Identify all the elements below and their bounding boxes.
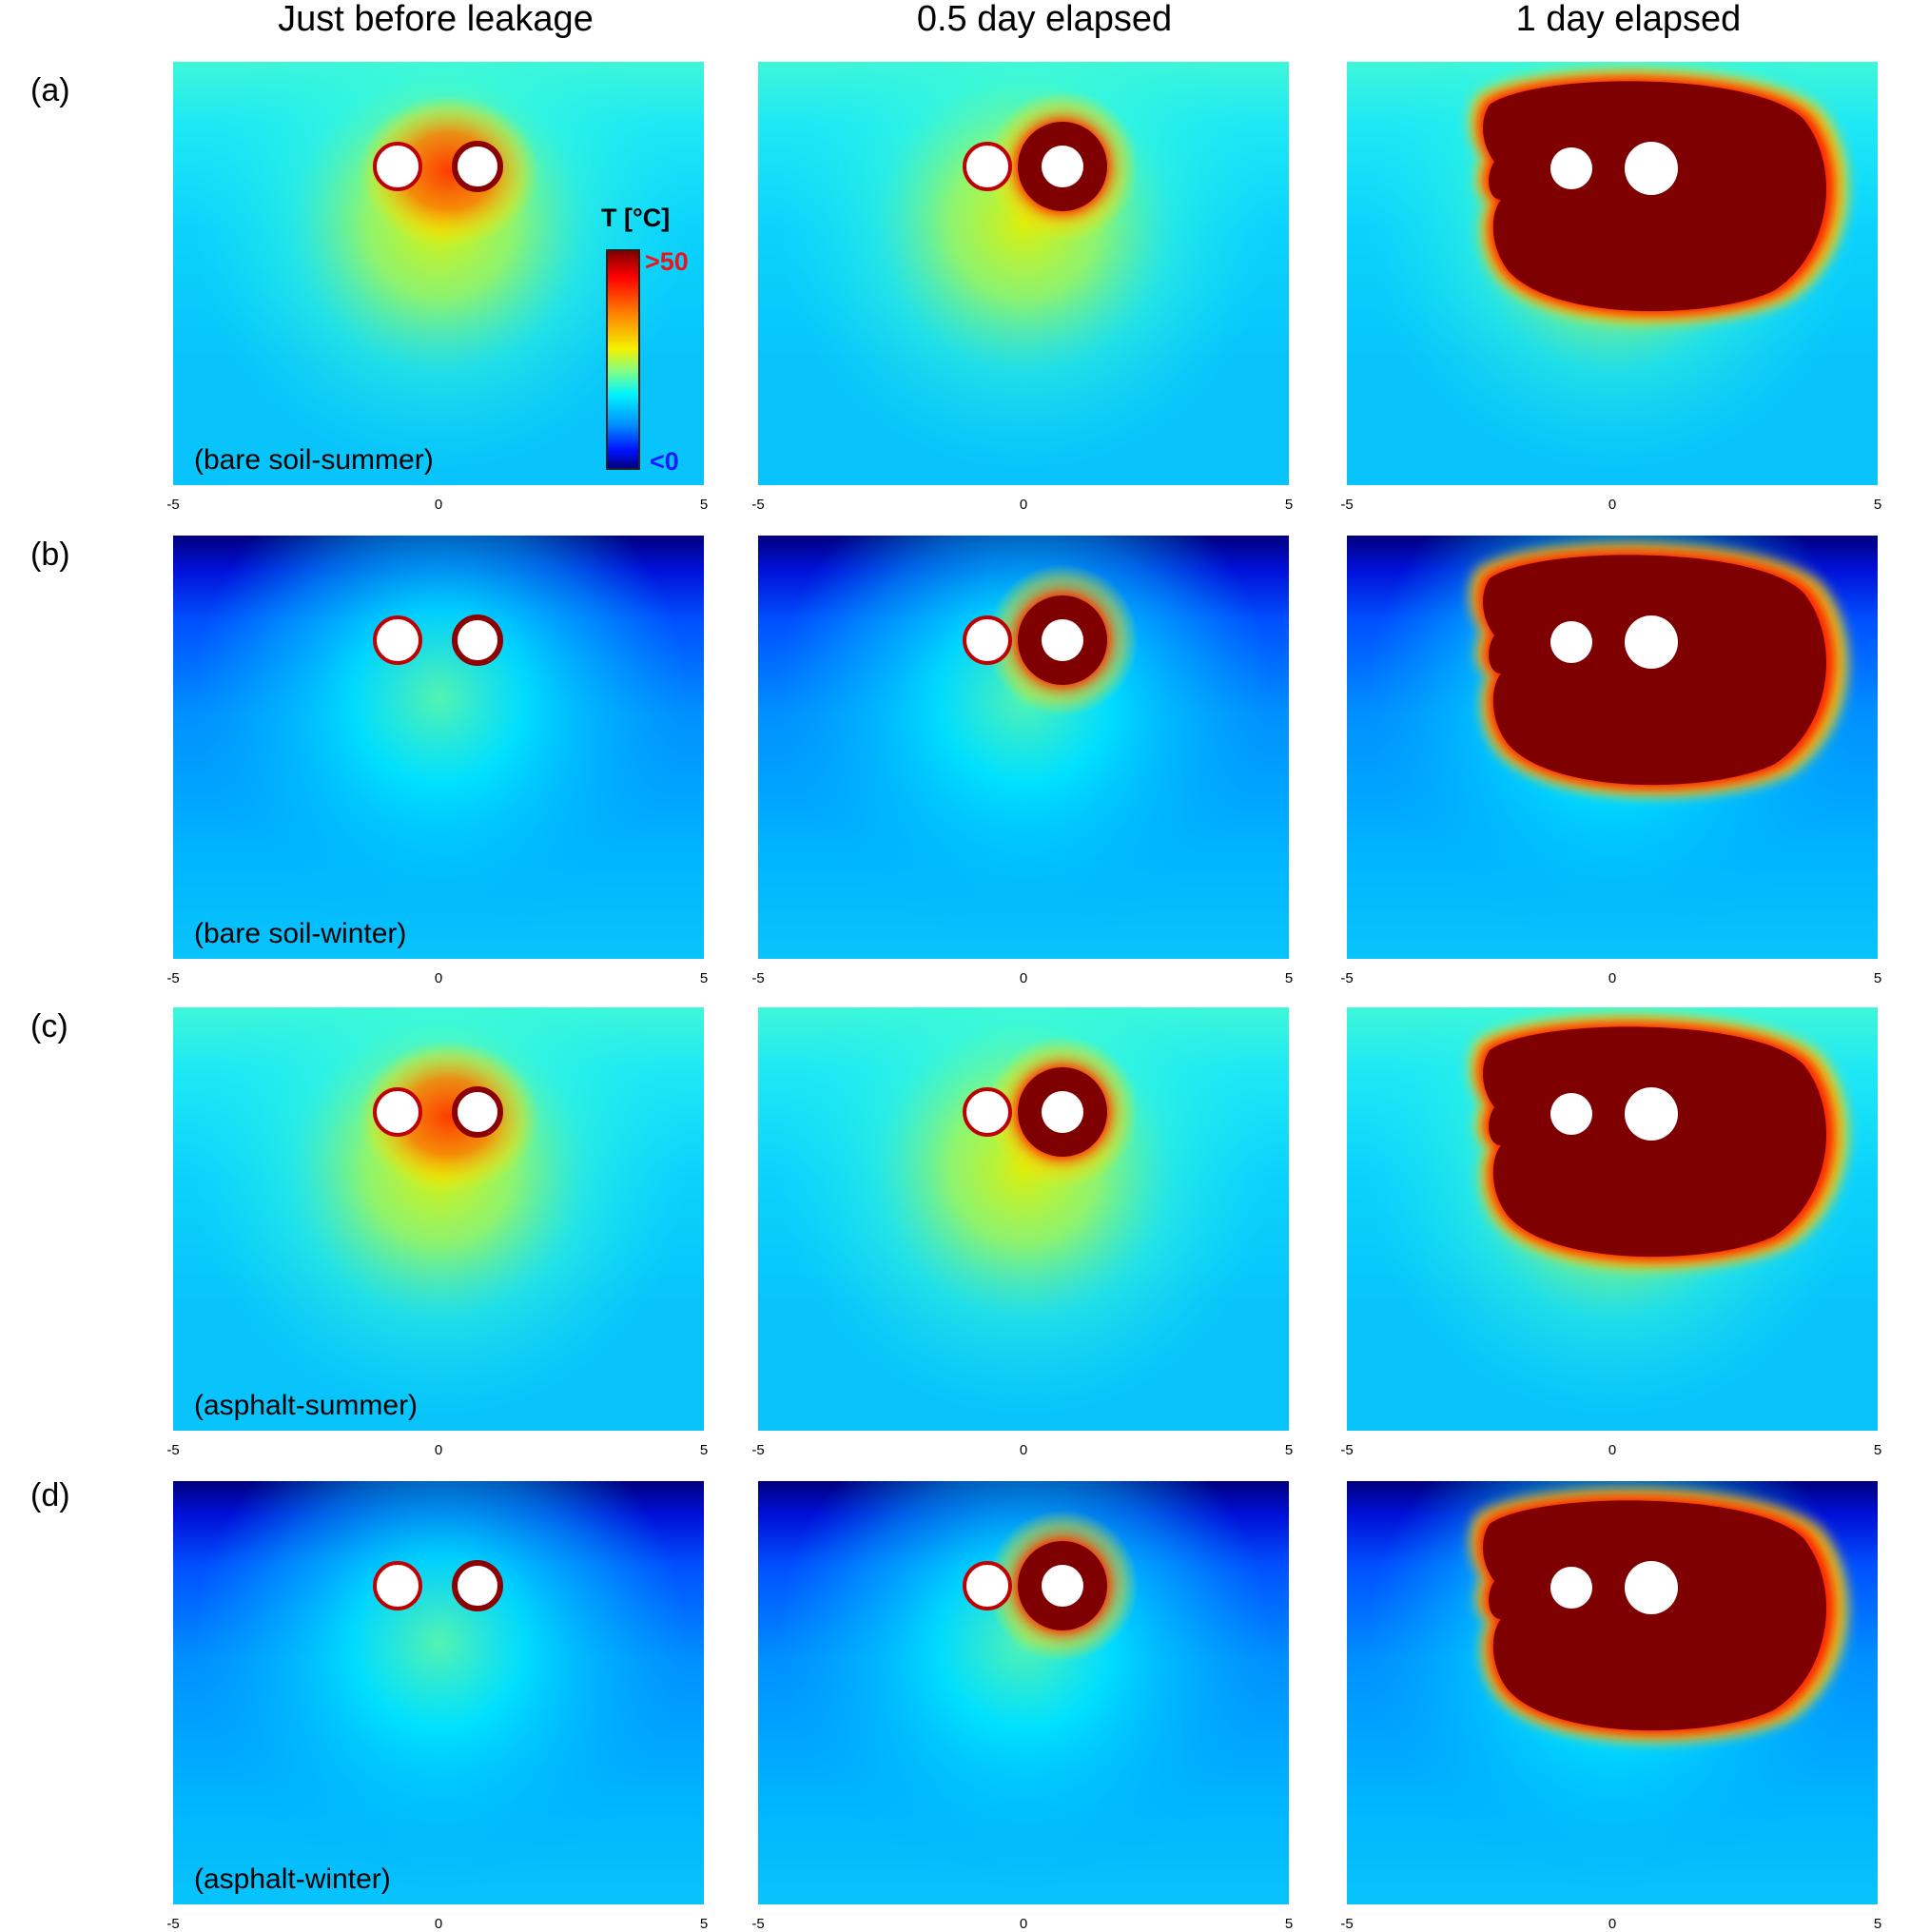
x-tick-label: 5 — [1873, 970, 1882, 986]
case-label: (asphalt-summer) — [194, 1390, 419, 1421]
row-label-b: (b) — [30, 537, 70, 573]
x-tick-label: 5 — [699, 970, 709, 986]
pipe-marker — [1042, 1091, 1083, 1133]
x-tick-label: 5 — [1284, 1916, 1294, 1932]
x-tick-label: 0 — [1019, 497, 1028, 513]
hot-plume — [1483, 1500, 1826, 1731]
x-tick-label: 5 — [1284, 497, 1294, 513]
x-tick-label: 0 — [1019, 1916, 1028, 1932]
pipe-marker — [1625, 142, 1678, 195]
pipe-marker — [373, 615, 422, 665]
x-tick-label: 0 — [1608, 1442, 1617, 1458]
heatmap-panel — [758, 62, 1289, 485]
x-tick-label: -5 — [1340, 970, 1354, 986]
heatmap-panel: (asphalt-winter) — [173, 1481, 704, 1904]
pipe-marker — [1625, 1087, 1678, 1141]
colorbar-max-label: >50 — [645, 247, 689, 276]
case-label: (bare soil-winter) — [194, 918, 407, 949]
x-tick-label: 5 — [699, 1442, 709, 1458]
heatmap-panel: (bare soil-winter) — [173, 536, 704, 959]
pipe-marker — [1550, 621, 1592, 663]
row-label-c: (c) — [30, 1008, 68, 1044]
case-label: (bare soil-summer) — [194, 444, 434, 476]
pipe-marker — [1625, 1561, 1678, 1614]
pipe-marker — [373, 1561, 422, 1610]
row-label-d: (d) — [30, 1477, 70, 1513]
x-tick-label: 0 — [1608, 970, 1617, 986]
x-tick-label: 5 — [699, 497, 709, 513]
x-tick-label: 0 — [434, 1916, 443, 1932]
pipe-marker — [452, 1560, 503, 1611]
pipe-marker — [963, 1561, 1012, 1610]
x-tick-label: 5 — [1284, 1442, 1294, 1458]
pipe-marker — [1042, 1565, 1083, 1607]
column-title-before-leakage: Just before leakage — [278, 0, 594, 39]
x-tick-label: 0 — [1019, 1442, 1028, 1458]
x-tick-label: -5 — [166, 1916, 180, 1932]
heatmap-panel — [1347, 1481, 1878, 1904]
x-tick-label: 5 — [699, 1916, 709, 1932]
x-tick-label: -5 — [166, 970, 180, 986]
x-tick-label: -5 — [166, 497, 180, 513]
x-tick-label: 5 — [1284, 970, 1294, 986]
column-title-one-day: 1 day elapsed — [1515, 0, 1742, 39]
x-tick-label: 0 — [434, 497, 443, 513]
x-tick-label: 0 — [1019, 970, 1028, 986]
hot-plume — [1483, 1026, 1826, 1258]
x-tick-label: -5 — [1340, 1916, 1354, 1932]
heatmap-panel — [1347, 62, 1878, 485]
heatmap-panel — [758, 1007, 1289, 1431]
x-tick-label: 0 — [1608, 1916, 1617, 1932]
x-tick-label: 5 — [1873, 497, 1882, 513]
pipe-marker — [452, 141, 503, 192]
pipe-marker — [1550, 1567, 1592, 1609]
x-tick-label: 5 — [1873, 1442, 1882, 1458]
x-tick-label: 0 — [434, 1442, 443, 1458]
hot-plume — [1483, 81, 1826, 312]
pipe-marker — [963, 615, 1012, 665]
heatmap-panel — [758, 536, 1289, 959]
x-tick-label: -5 — [751, 970, 765, 986]
pipe-marker — [1550, 147, 1592, 189]
row-label-a: (a) — [30, 72, 70, 108]
x-tick-label: 5 — [1873, 1916, 1882, 1932]
pipe-marker — [452, 1086, 503, 1138]
column-title-half-day: 0.5 day elapsed — [916, 0, 1173, 39]
heatmap-panel — [1347, 1007, 1878, 1431]
heatmap-panel — [1347, 536, 1878, 959]
x-tick-label: -5 — [751, 497, 765, 513]
x-tick-label: 0 — [434, 970, 443, 986]
x-tick-label: 0 — [1608, 497, 1617, 513]
x-tick-label: -5 — [1340, 497, 1354, 513]
x-tick-label: -5 — [1340, 1442, 1354, 1458]
x-tick-label: -5 — [751, 1442, 765, 1458]
colorbar-min-label: <0 — [650, 447, 679, 476]
pipe-marker — [963, 1087, 1012, 1137]
x-tick-label: -5 — [751, 1916, 765, 1932]
pipe-marker — [1042, 146, 1083, 187]
heatmap-panel — [758, 1481, 1289, 1904]
hot-plume — [1483, 555, 1826, 786]
colorbar — [606, 249, 640, 470]
pipe-marker — [963, 142, 1012, 191]
case-label: (asphalt-winter) — [194, 1864, 391, 1895]
pipe-marker — [1550, 1093, 1592, 1135]
pipe-marker — [452, 615, 503, 666]
pipe-marker — [373, 142, 422, 191]
x-tick-label: -5 — [166, 1442, 180, 1458]
heatmap-panel: (asphalt-summer) — [173, 1007, 704, 1431]
pipe-marker — [1042, 619, 1083, 661]
pipe-marker — [1625, 615, 1678, 669]
colorbar-title: T [°C] — [601, 204, 671, 232]
pipe-marker — [373, 1087, 422, 1137]
